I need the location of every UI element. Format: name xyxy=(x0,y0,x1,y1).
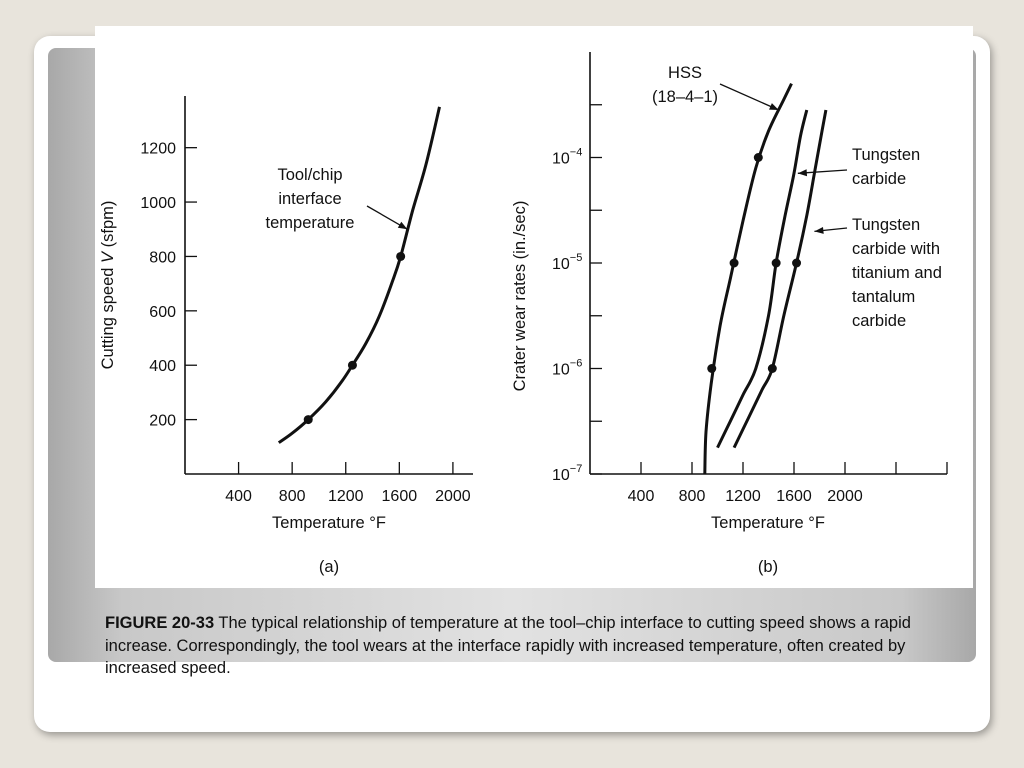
chart-b-y-tick-exponent: −4 xyxy=(570,147,583,159)
chart-a-y-tick-label: 600 xyxy=(149,304,176,321)
figure-charts: 400 800 1200 1600 2000 20040060080010001200 … xyxy=(99,52,948,576)
chart-b-annotation-wc-text: carbide xyxy=(852,170,906,188)
chart-b-annotation-wc-arrow-head xyxy=(797,169,808,177)
chart-b-x-tick-label: 1600 xyxy=(776,488,812,505)
chart-b-y-tick-base: 10 xyxy=(552,362,570,379)
chart-b-data-point xyxy=(767,364,777,373)
figure-caption: FIGURE 20-33 The typical relationship of… xyxy=(105,612,925,680)
chart-b-annotation-wctic-text: carbide with xyxy=(852,240,940,258)
chart-b-annotation-wctic-text: titanium and xyxy=(852,264,942,282)
chart-a-panel-label: (a) xyxy=(319,558,339,576)
chart-a-y-tick-label: 400 xyxy=(149,358,176,375)
chart-a-x-tick-label: 800 xyxy=(279,488,306,505)
chart-a-y-axis-label-unit: (sfpm) xyxy=(99,201,117,252)
chart-b-x-tick-label: 1200 xyxy=(725,488,761,505)
chart-b-y-tick-exponent: −7 xyxy=(570,463,583,475)
chart-b-annotation-hss-arrow-head xyxy=(769,103,779,111)
chart-a-y-tick-label: 800 xyxy=(149,249,176,266)
chart-b-x-tick-label: 800 xyxy=(679,488,706,505)
chart-b-annotation-wctic-arrow-head xyxy=(814,226,824,234)
chart-a-series-line xyxy=(277,106,441,444)
chart-a-x-axis-label: Temperature °F xyxy=(272,514,386,532)
chart-b-y-tick-label: 10−7 xyxy=(552,463,582,484)
chart-a-annotation-text: Tool/chip xyxy=(277,166,342,184)
chart-b-y-tick-exponent: −5 xyxy=(570,252,583,264)
chart-a-annotation-text: interface xyxy=(278,190,341,208)
chart-b-y-tick-base: 10 xyxy=(552,151,570,168)
chart-b-x-tick-label: 400 xyxy=(628,488,655,505)
chart-b-y-tick-label: 10−5 xyxy=(552,252,582,273)
chart-a-y-tick-label: 1000 xyxy=(140,195,176,212)
chart-b: 400 800 1200 1600 2000 10−710−610−510−4 HSS(… xyxy=(511,52,948,576)
chart-a-x-tick-label: 1600 xyxy=(382,488,418,505)
chart-b-x-axis-label: Temperature °F xyxy=(711,514,825,532)
chart-b-annotation-wctic-text: tantalum xyxy=(852,288,915,306)
chart-b-y-tick-base: 10 xyxy=(552,256,570,273)
chart-a-x-tick-label: 1200 xyxy=(328,488,364,505)
chart-b-y-tick-exponent: −6 xyxy=(570,358,583,370)
chart-b-panel-label: (b) xyxy=(758,558,778,576)
chart-b-y-tick-label: 10−6 xyxy=(552,358,582,379)
chart-a-y-tick-label: 1200 xyxy=(140,141,176,158)
chart-a-data-point xyxy=(303,415,313,425)
chart-b-annotation-wc-text: Tungsten xyxy=(852,146,920,164)
chart-b-series-line-1 xyxy=(703,82,793,475)
chart-b-annotation-hss-arrow-line xyxy=(719,83,779,111)
chart-a-y-tick-label: 200 xyxy=(149,413,176,430)
chart-a-annotation-text: temperature xyxy=(266,214,355,232)
figure-caption-text: The typical relationship of temperature … xyxy=(105,614,911,677)
chart-a-data-point xyxy=(347,360,357,370)
chart-b-series-line-3 xyxy=(732,109,828,449)
chart-b-annotation-hss-text: (18–4–1) xyxy=(652,88,718,106)
chart-b-y-tick-label: 10−4 xyxy=(552,147,582,168)
chart-a-x-tick-label: 400 xyxy=(225,488,252,505)
chart-b-y-tick-base: 10 xyxy=(552,467,570,484)
chart-b-annotation-hss-text: HSS xyxy=(668,64,702,82)
chart-b-data-point xyxy=(729,258,739,268)
chart-b-y-axis-label: Crater wear rates (in./sec) xyxy=(511,201,529,392)
chart-b-data-point xyxy=(753,153,763,162)
chart-b-annotation-wctic-text: Tungsten xyxy=(852,216,920,234)
chart-a-x-tick-label: 2000 xyxy=(435,488,471,505)
chart-a-y-axis-label-var: V xyxy=(99,250,117,263)
chart-b-x-tick-label: 2000 xyxy=(827,488,863,505)
chart-a-annotation-arrow-head xyxy=(397,221,408,230)
chart-b-series-line-2 xyxy=(716,109,809,449)
chart-a-y-axis-label-part: Cutting speed xyxy=(99,263,117,369)
figure-caption-label: FIGURE 20-33 xyxy=(105,614,215,632)
chart-b-data-point xyxy=(792,258,802,268)
chart-b-annotation-wctic-text: carbide xyxy=(852,312,906,330)
chart-a-y-axis-label: Cutting speed V (sfpm) xyxy=(99,201,117,370)
chart-a: 400 800 1200 1600 2000 20040060080010001200 … xyxy=(99,96,473,576)
chart-a-data-point xyxy=(396,251,406,261)
chart-b-data-point xyxy=(771,258,781,268)
figure-panel: 400 800 1200 1600 2000 200 400 600 800 1000 1200 … xyxy=(95,26,973,588)
chart-b-data-point xyxy=(707,364,717,373)
